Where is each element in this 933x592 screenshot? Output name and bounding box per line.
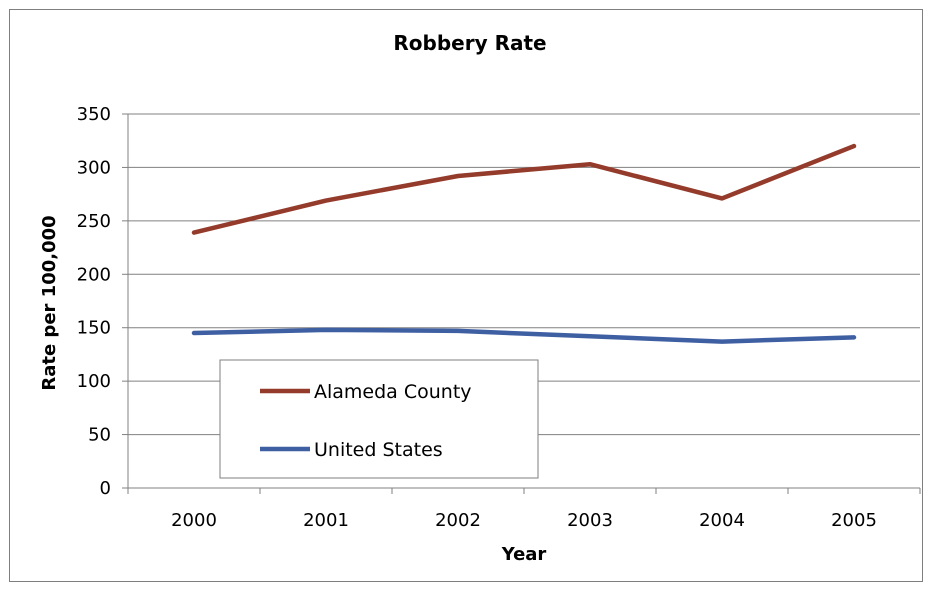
x-tick-label: 2004	[699, 510, 745, 531]
y-axis-title: Rate per 100,000	[39, 215, 60, 390]
y-tick-label: 350	[77, 104, 111, 125]
legend: Alameda County United States	[219, 359, 539, 479]
x-tick-label: 2001	[303, 510, 349, 531]
legend-label: Alameda County	[314, 381, 472, 403]
series-line-2	[191, 327, 857, 344]
x-tick-label: 2003	[567, 510, 613, 531]
x-axis: 2000 2001 2002 2003 2004 2005	[127, 487, 921, 531]
legend-box	[219, 359, 539, 479]
legend-label: United States	[314, 439, 443, 461]
x-tick-label: 2005	[831, 510, 877, 531]
y-tick-label: 100	[77, 371, 111, 392]
series-line-1	[191, 143, 857, 235]
y-tick-label: 200	[77, 264, 111, 285]
chart-title: Robbery Rate	[393, 31, 546, 55]
y-tick-label: 300	[77, 157, 111, 178]
x-axis-title: Year	[501, 544, 547, 565]
series-lines	[191, 143, 857, 344]
y-axis-ticks: 0 50 100 150 200 250 300 350	[77, 104, 129, 499]
x-tick-label: 2002	[435, 510, 481, 531]
y-tick-label: 0	[100, 478, 111, 499]
y-tick-label: 50	[88, 425, 111, 446]
y-tick-label: 250	[77, 211, 111, 232]
chart-frame	[9, 9, 923, 582]
y-tick-label: 150	[77, 318, 111, 339]
x-tick-label: 2000	[171, 510, 217, 531]
